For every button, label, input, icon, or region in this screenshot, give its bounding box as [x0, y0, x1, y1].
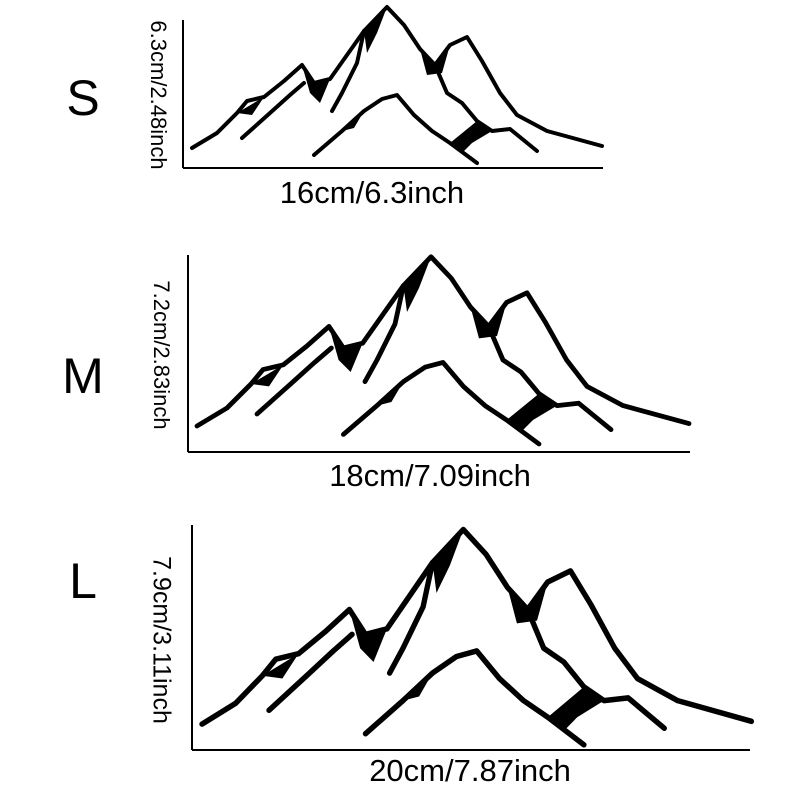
- mountain-image: [202, 530, 751, 745]
- width-label: 16cm/6.3inch: [280, 175, 464, 210]
- size-label: S: [66, 70, 99, 126]
- height-label: 7.9cm/3.11inch: [147, 556, 175, 724]
- height-label: 7.2cm/2.83inch: [149, 280, 174, 429]
- height-label: 6.3cm/2.48inch: [146, 20, 171, 169]
- width-label: 20cm/7.87inch: [369, 753, 571, 788]
- mountain-image: [197, 257, 689, 444]
- mountain-image: [190, 5, 604, 165]
- size-label: L: [69, 553, 97, 609]
- size-label: M: [62, 348, 104, 404]
- width-label: 18cm/7.09inch: [329, 458, 531, 493]
- size-m: M 7.2cm/2.83inch 18cm/7.09inch: [62, 255, 690, 493]
- size-l: L 7.9cm/3.11inch 20cm/7.87inch: [69, 525, 751, 788]
- size-s: S 6.3cm/2.48inch 16cm/6.3inch: [66, 5, 604, 210]
